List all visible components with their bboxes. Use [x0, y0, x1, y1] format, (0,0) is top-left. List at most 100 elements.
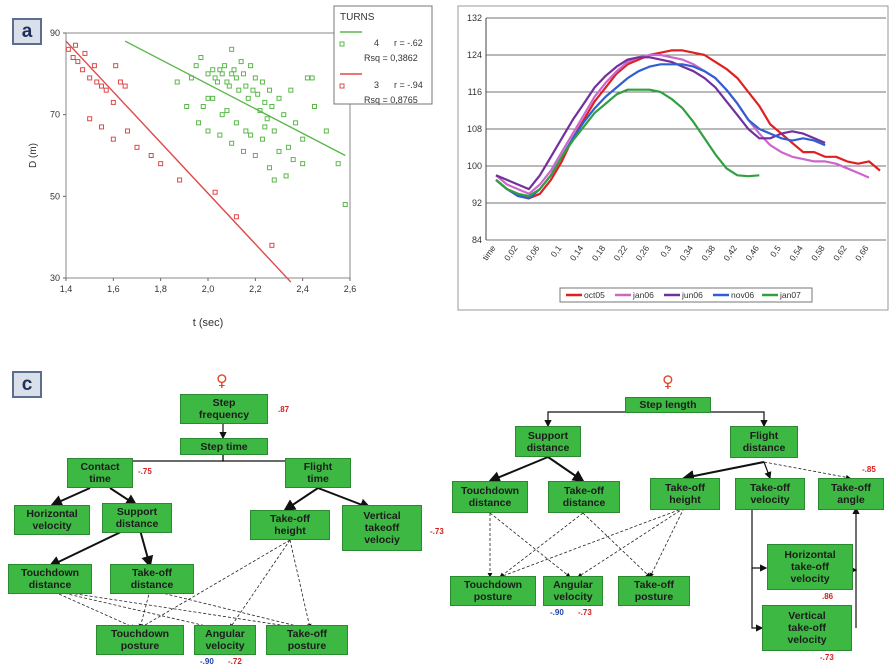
scatter-point-4 — [309, 75, 315, 81]
scatter-point-4 — [196, 120, 202, 126]
legend-marker-3 — [339, 83, 345, 89]
scatter-point-4 — [222, 63, 228, 69]
node-touchdown-posture-right: Touchdown posture — [450, 576, 536, 606]
scatter-point-3 — [75, 59, 81, 65]
scatter-point-3 — [117, 79, 123, 85]
scatter-point-4 — [281, 112, 287, 118]
scatter-point-3 — [110, 99, 116, 105]
scatter-point-4 — [188, 75, 194, 81]
node-step-length: Step length — [625, 397, 711, 413]
x-tick-label-a: 2,0 — [202, 284, 215, 294]
node-touchdown-distance-right: Touchdown distance — [452, 481, 528, 513]
scatter-point-4 — [241, 148, 246, 154]
legend-label-nov06: nov06 — [731, 290, 754, 300]
coef-angular-right-red: -.73 — [578, 608, 592, 617]
y-tick-label-b: 92 — [472, 198, 482, 208]
y-axis-label-a: D (m) — [28, 143, 39, 168]
scatter-point-4 — [205, 71, 211, 77]
node-vertical-takeoff-velocity-left: Vertical takeoff velociy — [342, 505, 422, 551]
node-contact-time: Contact time — [67, 458, 133, 488]
scatter-point-4 — [293, 120, 299, 126]
scatter-point-4 — [231, 67, 237, 73]
y-tick-label-b: 124 — [467, 50, 482, 60]
scatter-point-4 — [288, 87, 294, 93]
scatter-point-3 — [122, 83, 128, 89]
scatter-point-3 — [80, 67, 86, 73]
scatter-point-3 — [65, 46, 71, 52]
node-step-frequency: Step frequency — [180, 394, 268, 424]
scatter-point-4 — [236, 87, 242, 93]
scatter-point-4 — [300, 161, 306, 167]
node-angular-velocity-right: Angular velocity — [543, 576, 603, 606]
scatter-point-4 — [304, 75, 310, 81]
coef-horizontal: .86 — [822, 592, 834, 601]
legend-label-jan07: jan07 — [779, 290, 801, 300]
scatter-point-4 — [224, 108, 230, 114]
scatter-point-4 — [264, 116, 270, 122]
node-takeoff-height-left: Take-off height — [250, 510, 330, 540]
x-axis-label-a: t (sec) — [193, 317, 224, 329]
scatter-point-4 — [241, 71, 246, 77]
scatter-point-4 — [300, 136, 306, 142]
x-tick-label-a: 2,4 — [296, 284, 309, 294]
scatter-point-4 — [252, 75, 258, 81]
legend-title-a: TURNS — [340, 12, 375, 23]
scatter-point-3 — [87, 116, 93, 122]
scatter-point-4 — [219, 112, 225, 118]
legend-label-jan06: jan06 — [632, 290, 654, 300]
scatter-point-4 — [250, 87, 256, 93]
scatter-point-3 — [87, 75, 93, 81]
scatter-point-3 — [233, 214, 239, 220]
scatter-point-3 — [82, 50, 88, 56]
scatter-point-4 — [219, 71, 225, 77]
legend-box-b — [559, 287, 813, 303]
scatter-point-4 — [248, 132, 254, 138]
scatter-point-4 — [257, 108, 263, 114]
panel-a-label: a — [12, 18, 42, 45]
node-flight-time: Flight time — [285, 458, 351, 488]
coef-angular-left-blue: -.90 — [200, 657, 214, 666]
node-takeoff-velocity-right: Take-off velocity — [735, 478, 805, 510]
x-tick-label-a: 1,6 — [107, 284, 120, 294]
scatter-point-3 — [72, 42, 78, 48]
scatter-point-4 — [226, 83, 232, 89]
scatter-point-4 — [285, 144, 291, 150]
scatter-point-3 — [94, 79, 100, 85]
scatter-point-4 — [269, 104, 275, 109]
x-tick-label-a: 2,6 — [344, 284, 357, 294]
node-takeoff-distance-right: Take-off distance — [548, 481, 620, 513]
coef-step-frequency: .87 — [278, 405, 290, 414]
node-vertical-takeoff-velocity-right: Vertical take-off velocity — [762, 605, 852, 651]
y-tick-label-a: 30 — [50, 273, 60, 283]
scatter-point-4 — [259, 79, 265, 85]
scatter-point-3 — [125, 128, 131, 134]
scatter-point-4 — [217, 132, 223, 138]
node-flight-distance: Flight distance — [730, 426, 798, 458]
series-line-jan06 — [495, 53, 870, 195]
regression-line-3 — [65, 40, 292, 283]
scatter-point-3 — [269, 242, 275, 248]
node-horizontal-velocity: Horizontal velocity — [14, 505, 90, 535]
scatter-point-4 — [243, 83, 249, 89]
legend-label-oct05: oct05 — [584, 290, 605, 300]
scatter-point-4 — [283, 173, 289, 179]
legend-r-4: r = -.62 — [394, 38, 423, 48]
scatter-point-4 — [243, 128, 249, 134]
legend-label-3: 3 — [374, 80, 379, 90]
scatter-point-4 — [259, 136, 265, 142]
coef-contact-time: -.75 — [138, 467, 152, 476]
scatter-point-4 — [205, 95, 211, 101]
coef-angular-right-blue: -.90 — [550, 608, 564, 617]
node-touchdown-distance-left: Touchdown distance — [8, 564, 92, 594]
scatter-point-4 — [198, 55, 204, 60]
scatter-point-4 — [205, 128, 211, 134]
female-symbol-left: ♀ — [216, 371, 228, 390]
legend-box-a — [333, 5, 433, 105]
scatter-point-3 — [134, 144, 140, 150]
scatter-point-4 — [271, 128, 277, 134]
scatter-point-3 — [99, 124, 104, 130]
scatter-point-3 — [70, 55, 76, 60]
scatter-point-4 — [238, 59, 244, 65]
y-tick-label-b: 100 — [467, 161, 482, 171]
y-tick-label-b: 84 — [472, 235, 482, 245]
